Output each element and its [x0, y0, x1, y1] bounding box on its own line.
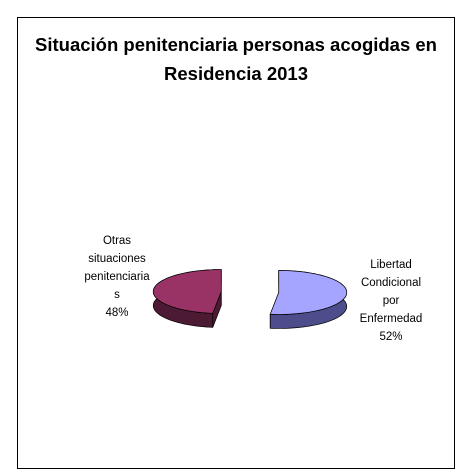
chart-frame	[17, 17, 455, 469]
slice	[269, 270, 348, 315]
category-label: Otras situaciones penitenciarias	[84, 235, 150, 301]
value-label: 52%	[379, 331, 403, 343]
value-label: 48%	[105, 307, 129, 319]
slice-label: Otras situaciones penitenciarias 48%	[84, 232, 150, 322]
slice-label: Libertad Condicional por Enfermedad 52%	[358, 256, 424, 346]
chart-title: Situación penitenciaria personas acogida…	[35, 34, 437, 84]
slice	[152, 269, 222, 314]
category-label: Libertad Condicional por Enfermedad	[359, 259, 423, 325]
